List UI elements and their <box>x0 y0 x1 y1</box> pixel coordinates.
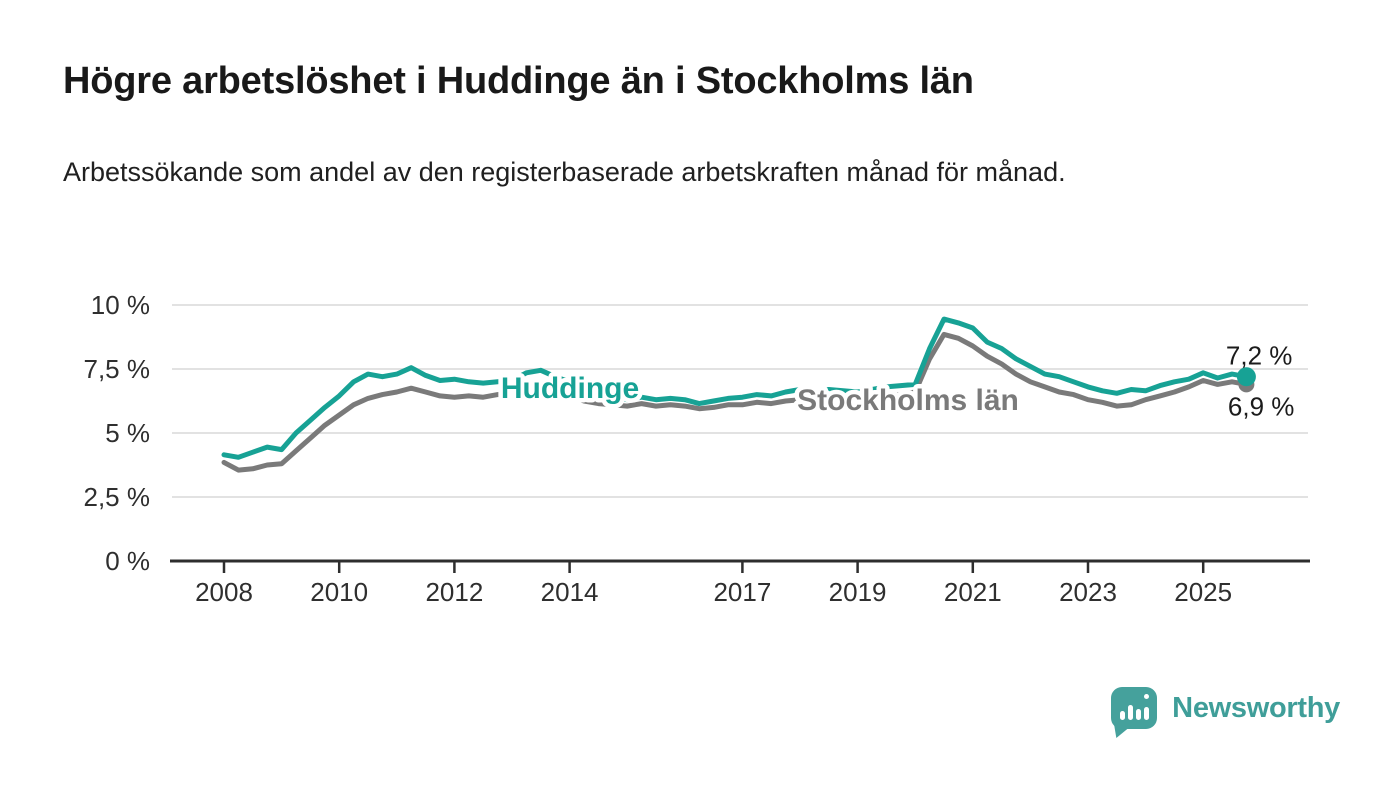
x-axis-label: 2008 <box>195 577 253 607</box>
x-axis-label: 2010 <box>310 577 368 607</box>
x-axis-label: 2012 <box>425 577 483 607</box>
newsworthy-logo: Newsworthy <box>1111 687 1340 729</box>
page-title: Högre arbetslöshet i Huddinge än i Stock… <box>63 60 974 102</box>
end-value-label-stockholms-lan: 6,9 % <box>1228 391 1295 421</box>
x-axis-label: 2019 <box>829 577 887 607</box>
logo-exclamation-dot-icon <box>1144 694 1150 699</box>
y-axis-label: 10 % <box>91 290 150 320</box>
logo-exclamation-icon <box>1144 707 1150 720</box>
newsworthy-logo-text: Newsworthy <box>1172 691 1340 724</box>
logo-bar-icon <box>1136 709 1142 720</box>
series-line-stockholms-lan <box>221 331 1249 473</box>
series-label-huddinge: Huddinge <box>501 372 639 405</box>
page-subtitle: Arbetssökande som andel av den registerb… <box>63 157 1066 187</box>
series-endpoint-dot-huddinge <box>1236 367 1256 387</box>
y-axis-label: 5 % <box>105 418 150 448</box>
x-axis-label: 2014 <box>541 577 599 607</box>
x-axis-label: 2021 <box>944 577 1002 607</box>
logo-bar-icon <box>1128 705 1134 720</box>
x-axis-label: 2023 <box>1059 577 1117 607</box>
end-value-label-huddinge: 7,2 % <box>1226 341 1293 371</box>
x-axis-label: 2017 <box>713 577 771 607</box>
series-label-stockholms-lan: Stockholms län <box>797 384 1019 417</box>
logo-bar-icon <box>1120 711 1126 720</box>
y-axis-label: 0 % <box>105 546 150 576</box>
newsworthy-speech-bubble-barchart-icon <box>1111 687 1158 729</box>
x-axis-label: 2025 <box>1174 577 1232 607</box>
series-line-huddinge <box>221 316 1249 460</box>
y-axis-label: 2,5 % <box>84 482 151 512</box>
y-axis-label: 7,5 % <box>84 354 151 384</box>
